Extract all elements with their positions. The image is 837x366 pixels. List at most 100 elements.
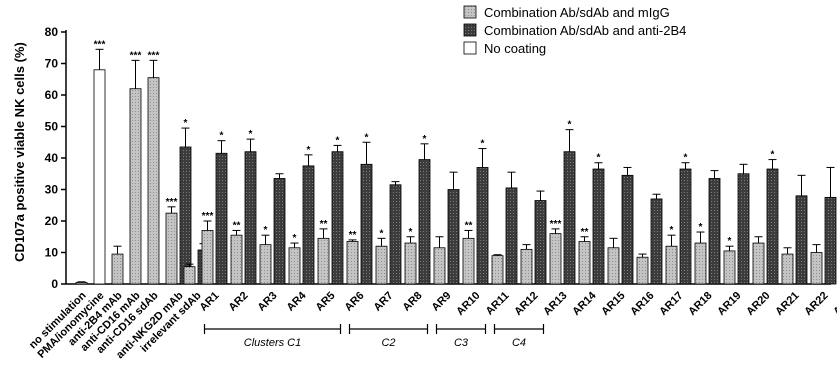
significance-label: * bbox=[423, 134, 427, 145]
bar bbox=[404, 242, 417, 285]
significance-label: * bbox=[336, 135, 340, 146]
significance-label: * bbox=[220, 131, 224, 142]
bar bbox=[694, 242, 707, 285]
x-tick-label: AR15 bbox=[599, 290, 627, 318]
bar bbox=[331, 151, 344, 285]
bar bbox=[147, 77, 160, 285]
bar bbox=[93, 69, 106, 285]
bar bbox=[288, 247, 301, 285]
significance-label: * bbox=[771, 150, 775, 161]
bars: ****** ************************ **********… bbox=[75, 39, 837, 285]
bar bbox=[679, 168, 692, 285]
x-tick-label: AR1 bbox=[198, 290, 222, 314]
bar bbox=[723, 250, 736, 285]
bar bbox=[766, 168, 779, 285]
legend: Combination Ab/sdAb and mIgG Combination … bbox=[463, 5, 686, 56]
x-tick-label: AR3 bbox=[256, 290, 280, 314]
bar bbox=[824, 196, 837, 285]
bar bbox=[433, 247, 446, 285]
legend-label: No coating bbox=[484, 41, 546, 56]
bar bbox=[607, 247, 620, 285]
bar bbox=[534, 200, 547, 285]
significance-label: ** bbox=[349, 230, 357, 241]
x-tick-label: AR11 bbox=[484, 290, 512, 318]
significance-label: * bbox=[684, 153, 688, 164]
bar bbox=[462, 237, 475, 285]
x-tick-label: AR17 bbox=[657, 290, 685, 318]
significance-label: * bbox=[365, 132, 369, 143]
bar bbox=[360, 163, 373, 285]
bar bbox=[183, 266, 196, 285]
legend-swatch bbox=[463, 41, 477, 55]
significance-label: *** bbox=[550, 219, 562, 230]
cluster-brackets: Clusters C1 C2 C3 C4 bbox=[203, 324, 545, 349]
bar bbox=[563, 151, 576, 285]
cluster-label: C4 bbox=[512, 337, 526, 349]
significance-label: *** bbox=[166, 197, 178, 208]
bar bbox=[795, 195, 808, 285]
significance-label: ** bbox=[233, 220, 241, 231]
significance-label: * bbox=[481, 139, 485, 150]
bar bbox=[476, 167, 489, 285]
x-tick-label: AR7 bbox=[372, 290, 396, 314]
significance-label: ** bbox=[465, 220, 473, 231]
x-tick-label: AR14 bbox=[570, 289, 599, 318]
significance-label: * bbox=[307, 145, 311, 156]
x-tick-label: AR10 bbox=[454, 290, 482, 318]
x-tick-label: AR23 bbox=[831, 290, 837, 318]
y-tick-label: 0 bbox=[51, 277, 58, 291]
x-tick-label: AR5 bbox=[314, 290, 338, 314]
significance-label: * bbox=[249, 129, 253, 140]
significance-label: * bbox=[264, 225, 268, 236]
bar bbox=[708, 178, 721, 285]
significance-label: * bbox=[293, 233, 297, 244]
bar bbox=[549, 233, 562, 285]
x-tick-label: AR21 bbox=[773, 290, 801, 318]
bar bbox=[273, 178, 286, 285]
y-tick-label: 70 bbox=[45, 57, 59, 71]
x-tick-label: AR4 bbox=[285, 289, 310, 314]
bar bbox=[215, 152, 228, 285]
bar bbox=[346, 241, 359, 285]
significance-label: * bbox=[597, 153, 601, 164]
bar bbox=[389, 184, 402, 285]
x-tick-label: AR8 bbox=[401, 290, 425, 314]
x-tick-label: AR16 bbox=[628, 290, 656, 318]
bar bbox=[111, 253, 124, 285]
legend-label: Combination Ab/sdAb and anti-2B4 bbox=[484, 23, 686, 38]
legend-swatch bbox=[463, 23, 477, 37]
bar bbox=[665, 245, 678, 285]
significance-label: * bbox=[184, 118, 188, 129]
significance-label: * bbox=[728, 236, 732, 247]
y-tick-label: 40 bbox=[45, 151, 59, 165]
bar bbox=[230, 234, 243, 285]
significance-label: * bbox=[699, 222, 703, 233]
legend-label: Combination Ab/sdAb and mIgG bbox=[484, 5, 670, 20]
bar bbox=[810, 252, 823, 285]
significance-label: *** bbox=[94, 39, 106, 50]
bar bbox=[259, 244, 272, 285]
significance-label: *** bbox=[202, 211, 214, 222]
significance-label: * bbox=[568, 120, 572, 131]
y-tick-label: 30 bbox=[45, 183, 59, 197]
bar bbox=[75, 282, 88, 285]
significance-label: * bbox=[380, 228, 384, 239]
bar bbox=[418, 159, 431, 285]
cluster-label: C2 bbox=[381, 337, 395, 349]
bar bbox=[447, 189, 460, 285]
bar bbox=[505, 187, 518, 285]
x-tick-label: AR6 bbox=[343, 290, 367, 314]
y-axis-label: CD107a positive viable NK cells (%) bbox=[12, 42, 27, 262]
bar bbox=[317, 237, 330, 285]
x-tick-label: AR9 bbox=[430, 290, 454, 314]
bar bbox=[520, 248, 533, 285]
bar bbox=[129, 88, 142, 285]
bar bbox=[491, 255, 504, 285]
cluster-label: Clusters C1 bbox=[244, 337, 301, 349]
cluster-label: C3 bbox=[454, 337, 469, 349]
significance-label: *** bbox=[130, 50, 142, 61]
significance-label: * bbox=[409, 227, 413, 238]
y-tick-label: 80 bbox=[45, 25, 59, 39]
